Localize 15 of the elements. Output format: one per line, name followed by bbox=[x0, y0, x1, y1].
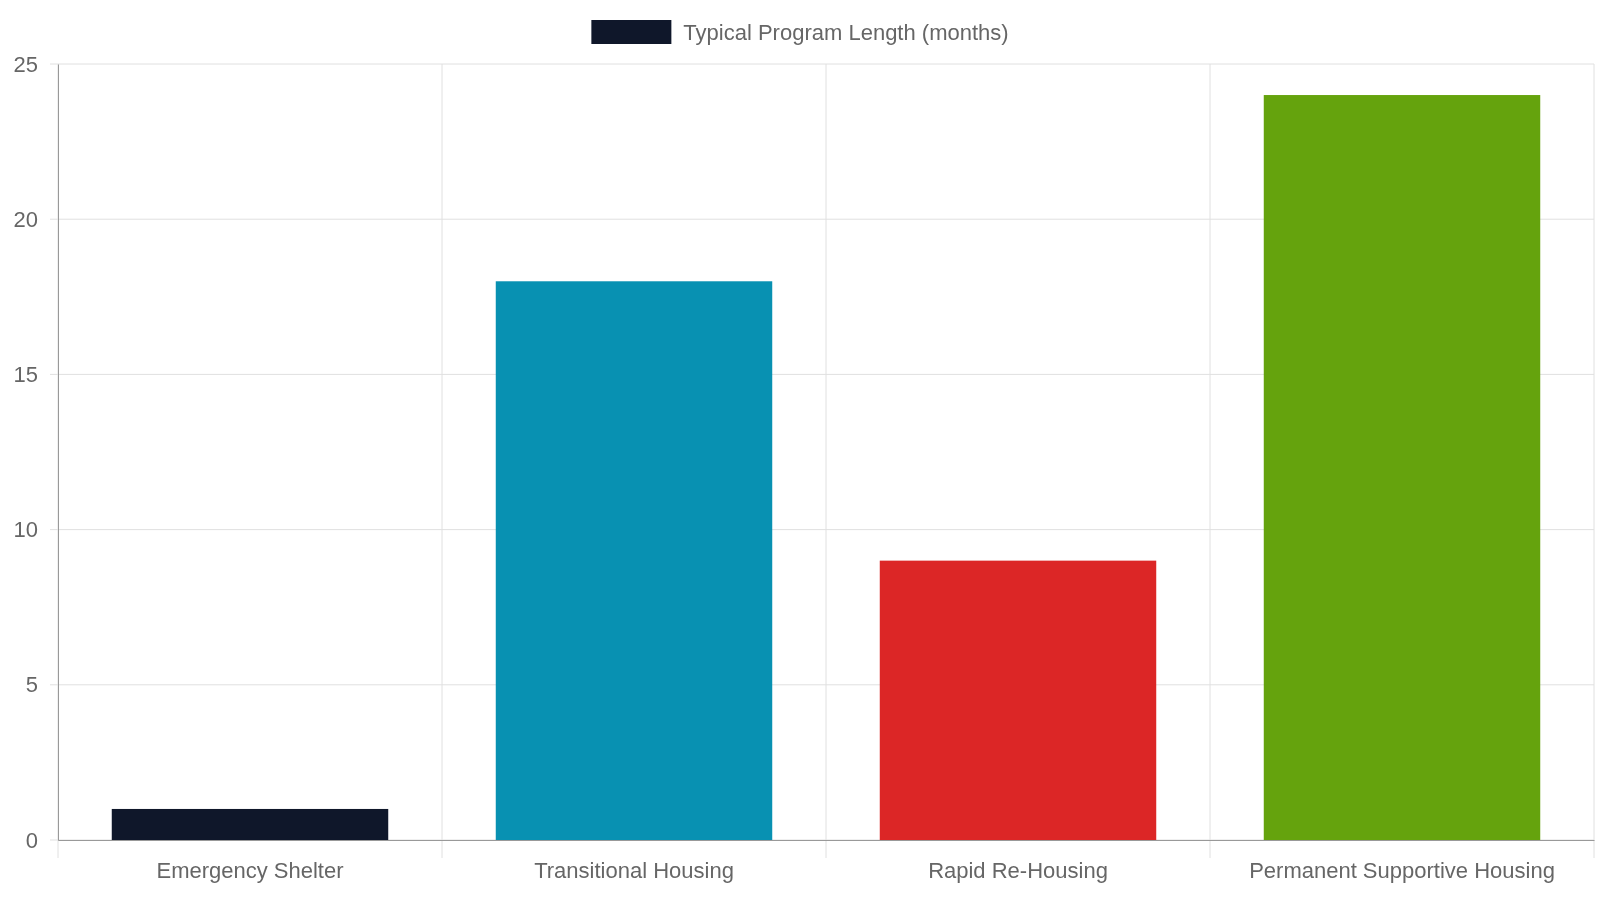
bar bbox=[111, 808, 389, 840]
y-tick-label: 15 bbox=[13, 361, 38, 387]
y-tick-label: 0 bbox=[25, 827, 38, 853]
bar bbox=[879, 560, 1157, 840]
bar bbox=[1263, 95, 1541, 840]
x-tick-label: Emergency Shelter bbox=[156, 857, 344, 883]
legend-label: Typical Program Length (months) bbox=[683, 20, 1009, 45]
y-tick-label: 25 bbox=[13, 51, 38, 77]
x-tick-label: Rapid Re-Housing bbox=[928, 857, 1108, 883]
bar bbox=[495, 281, 773, 840]
x-tick-label: Permanent Supportive Housing bbox=[1249, 857, 1555, 883]
y-tick-label: 10 bbox=[13, 517, 38, 543]
y-tick-label: 20 bbox=[13, 206, 38, 232]
y-tick-label: 5 bbox=[25, 672, 38, 698]
x-tick-label: Transitional Housing bbox=[534, 857, 734, 883]
